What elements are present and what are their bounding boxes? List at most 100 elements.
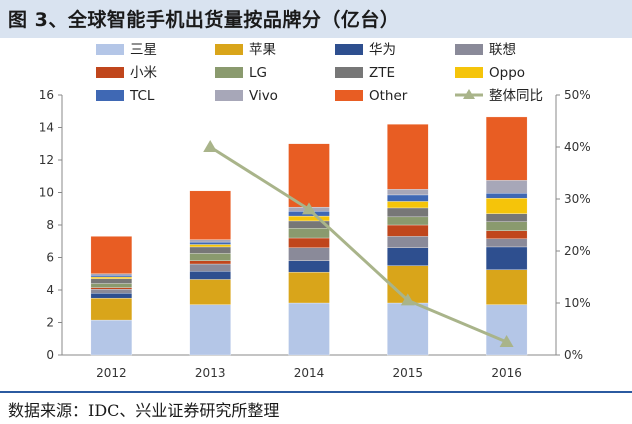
bar-segment (387, 207, 429, 218)
legend-marker (463, 89, 475, 99)
legend-swatch (215, 44, 243, 55)
bar-segment (485, 213, 528, 222)
y-tick-label: 6 (46, 251, 54, 265)
legend-label: 华为 (369, 42, 396, 58)
legend-swatch (96, 44, 124, 55)
bar-segment (90, 275, 133, 278)
growth-line-marker (302, 202, 316, 215)
legend-label: TCL (129, 88, 155, 104)
bar-segment (189, 279, 231, 305)
chart-title: 图 3、全球智能手机出货量按品牌分（亿台） (8, 9, 400, 31)
bar-segment (288, 247, 330, 261)
bar-segment (288, 302, 330, 356)
x-tick-label: 2014 (294, 366, 325, 380)
legend-swatch (215, 67, 243, 78)
bar-segment (288, 228, 330, 239)
axes: 0 2 4 6 8 10 12 14 16 0% 10% 20% 30% 40% 50% 2012 2013 20… (39, 88, 591, 380)
growth-line-path (209, 145, 508, 344)
legend-swatch (455, 67, 483, 78)
bar-segment (189, 304, 231, 356)
source-note: 数据来源：IDC、兴业证券研究所整理 (8, 401, 280, 420)
legend-swatch (335, 90, 363, 101)
bar-segment (288, 143, 330, 208)
y2-tick-label: 40% (564, 140, 591, 154)
bar-segment (288, 237, 330, 248)
y-tick-label: 10 (39, 186, 54, 200)
bar-segment (485, 230, 528, 239)
y-tick-label: 0 (46, 348, 54, 362)
legend-label: ZTE (369, 65, 395, 81)
y-tick-label: 4 (46, 283, 54, 297)
bar-segment (485, 180, 528, 194)
legend-swatch (455, 44, 483, 55)
bar-segment (90, 293, 133, 299)
bar-segment (189, 253, 231, 261)
bar-segment (90, 276, 133, 279)
bar-segment (90, 289, 133, 294)
bar-segment (485, 116, 528, 181)
bar-segment (485, 238, 528, 248)
y-tick-label: 16 (39, 88, 54, 102)
bar-segment (387, 247, 429, 266)
legend-label: Other (369, 88, 408, 104)
bar-segment (189, 246, 231, 254)
bar-segment (288, 271, 330, 304)
y2-tick-label: 30% (564, 192, 591, 206)
legend-label: 小米 (130, 65, 157, 81)
bar-segment (90, 273, 133, 276)
bar-segment (189, 263, 231, 272)
growth-line-marker (203, 140, 218, 152)
legend-swatch (96, 90, 124, 101)
bar-segment (90, 319, 133, 356)
legend-label: Vivo (249, 88, 278, 104)
legend-label: LG (249, 65, 267, 81)
legend-label: 三星 (130, 42, 157, 58)
y2-tick-label: 20% (564, 244, 591, 258)
y-tick-label: 14 (39, 121, 54, 135)
bar-segment (485, 193, 528, 199)
x-tick-label: 2012 (96, 366, 127, 380)
legend-label: Oppo (489, 65, 525, 81)
title-bar (0, 0, 632, 38)
bar-segment (387, 224, 429, 237)
y-tick-label: 8 (46, 218, 54, 232)
bar-segment (387, 201, 429, 209)
bar-segment (189, 241, 231, 245)
growth-line (203, 140, 514, 347)
source-divider (0, 391, 632, 393)
legend-label: 整体同比 (489, 88, 543, 104)
y2-tick-label: 50% (564, 88, 591, 102)
bars (90, 116, 528, 356)
y-tick-label: 2 (46, 316, 54, 330)
growth-line-marker (499, 335, 514, 347)
y2-tick-label: 0% (564, 348, 583, 362)
bar-segment (387, 216, 429, 226)
bar-segment (485, 198, 528, 214)
bar-segment (90, 278, 133, 284)
growth-line-marker (400, 293, 415, 306)
bar-segment (189, 244, 231, 248)
y2-tick-label: 10% (564, 296, 591, 310)
y-tick-label: 12 (39, 153, 54, 167)
bar-segment (288, 215, 330, 222)
bar-segment (387, 302, 429, 356)
bar-segment (189, 260, 231, 265)
bar-segment (387, 189, 429, 196)
bar-segment (485, 246, 528, 270)
bar-segment (387, 236, 429, 248)
legend-label: 苹果 (249, 42, 276, 58)
x-tick-label: 2013 (195, 366, 226, 380)
bar-segment (90, 287, 133, 290)
bar-segment (90, 283, 133, 288)
bar-segment (90, 236, 133, 274)
bar-segment (485, 304, 528, 356)
legend-label: 联想 (489, 42, 516, 58)
x-tick-label: 2016 (491, 366, 522, 380)
bar-segment (189, 271, 231, 280)
bar-segment (387, 124, 429, 190)
bar-segment (189, 190, 231, 240)
bar-segment (485, 221, 528, 231)
legend-swatch (335, 44, 363, 55)
